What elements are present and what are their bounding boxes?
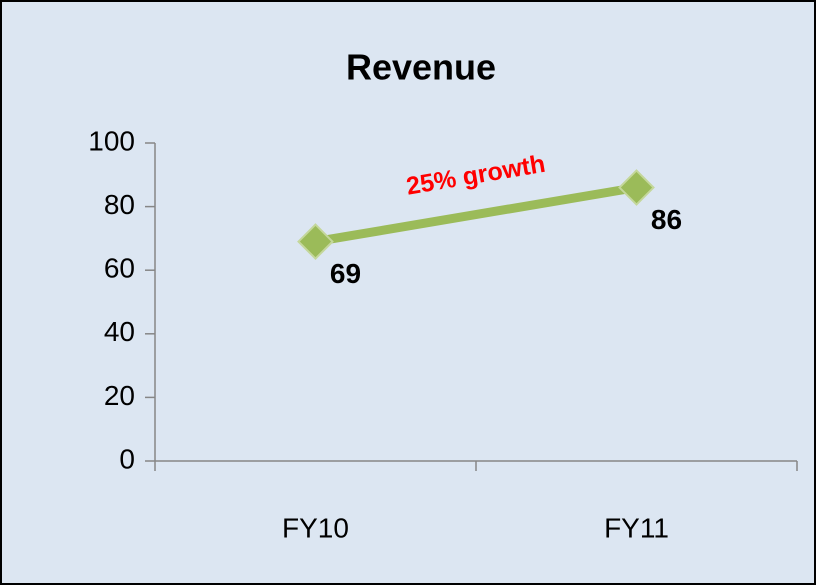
x-tick-label: FY11: [604, 512, 669, 543]
y-tick-label: 100: [88, 125, 135, 156]
data-label: 86: [651, 204, 682, 235]
data-label: 69: [330, 258, 361, 289]
line: [314, 183, 638, 247]
x-tick-label: FY10: [282, 512, 349, 543]
y-tick-label: 20: [104, 380, 135, 411]
y-tick-label: 40: [104, 316, 135, 347]
y-tick-label: 80: [104, 189, 135, 220]
marker: [618, 169, 655, 206]
marker: [297, 223, 334, 260]
chart-title: Revenue: [346, 47, 496, 88]
y-tick-label: 0: [119, 443, 135, 474]
y-tick-label: 60: [104, 253, 135, 284]
